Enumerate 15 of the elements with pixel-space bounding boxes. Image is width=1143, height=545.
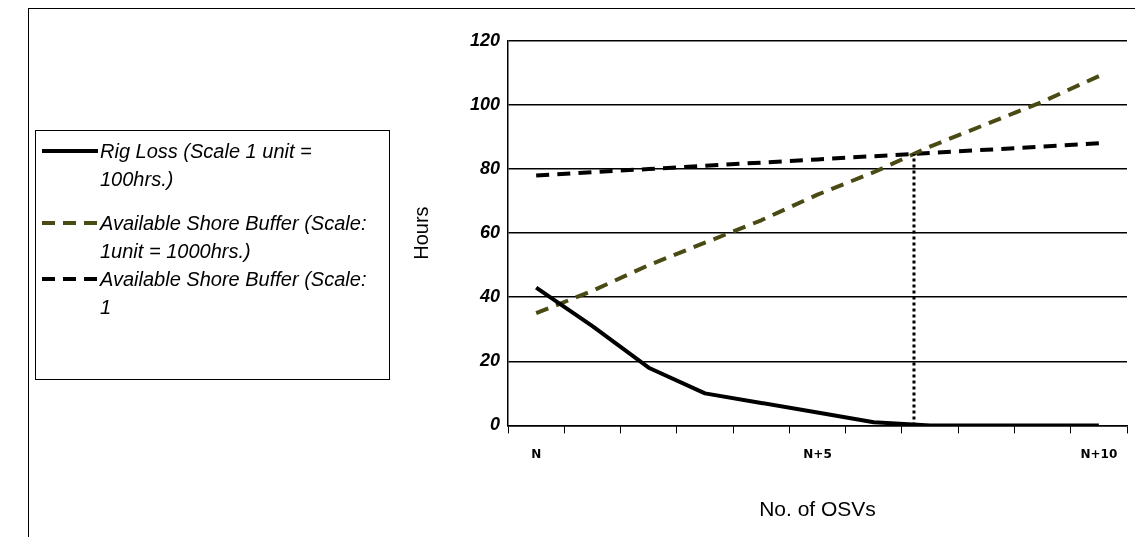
y-tick-label: 120 — [469, 29, 501, 50]
y-tick-label: 100 — [469, 93, 501, 114]
x-tick-label: N+5 — [803, 446, 832, 461]
y-tick-label: 20 — [479, 350, 501, 371]
x-tick-label: N — [531, 446, 542, 461]
y-tick-label: 80 — [480, 157, 501, 178]
y-tick-label: 60 — [480, 222, 501, 243]
legend-label: Available Shore Buffer (Scale: 1 — [100, 267, 368, 320]
y-tick-label: 40 — [479, 286, 501, 307]
y-axis-title: Hours — [409, 206, 432, 260]
legend-label: Available Shore Buffer (Scale: 1unit = 1000hrs.) — [100, 211, 368, 264]
legend-label: Rig Loss (Scale 1 unit = 100hrs.) — [100, 139, 313, 192]
x-tick-label: N+10 — [1080, 446, 1118, 461]
x-axis-title: No. of OSVs — [759, 497, 876, 521]
y-tick-label: 0 — [490, 414, 501, 435]
